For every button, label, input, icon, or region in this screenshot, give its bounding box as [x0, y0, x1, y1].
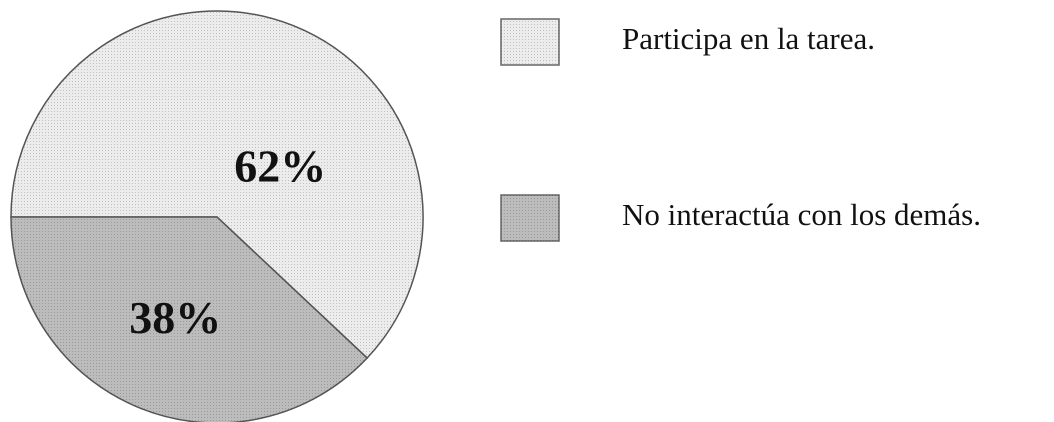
slice-texture — [11, 11, 423, 359]
legend-texture — [501, 195, 559, 241]
legend-label: Participa en la tarea. — [622, 21, 875, 56]
slice-texture — [11, 217, 368, 422]
pie: 62% 38% — [10, 10, 424, 422]
value-label: 38% — [129, 292, 221, 343]
legend-label: No interactúa con los demás. — [622, 197, 981, 232]
legend-texture — [501, 19, 559, 65]
value-label: 62% — [234, 141, 326, 192]
legend: Participa en la tarea. No interactúa con … — [500, 18, 981, 242]
